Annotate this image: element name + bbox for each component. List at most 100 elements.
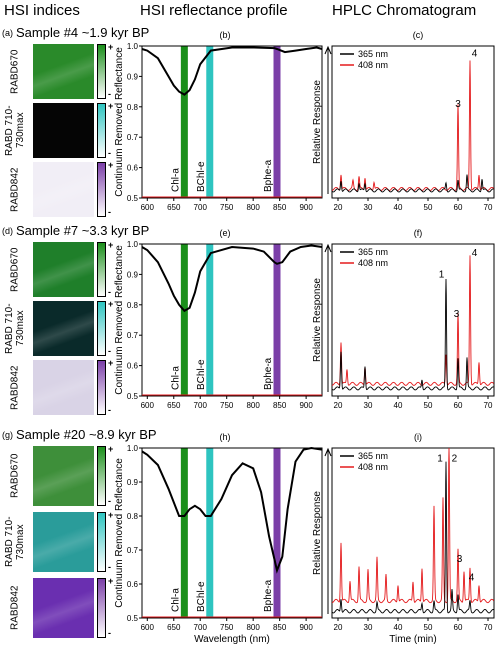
x-tick-label: 600 — [141, 203, 155, 212]
x-tick-label: 40 — [394, 401, 403, 410]
x-tick-label: 70 — [484, 623, 493, 632]
x-axis-label: Time (min) — [389, 634, 436, 645]
y-tick-label: 0.9 — [127, 478, 139, 487]
heatmap-label: RABD 710-730max — [4, 516, 26, 568]
colorbar — [97, 44, 106, 99]
y-tick-label: 0.8 — [127, 301, 139, 310]
band-chl-a — [180, 448, 188, 618]
y-tick-label: 0.7 — [127, 331, 139, 340]
legend-label: 408 nm — [358, 60, 388, 70]
series-line — [331, 255, 495, 386]
x-tick-label: 700 — [194, 203, 208, 212]
x-tick-label: 30 — [364, 623, 373, 632]
legend-label: 408 nm — [358, 258, 388, 268]
colorbar — [97, 162, 106, 217]
x-tick-label: 750 — [220, 203, 234, 212]
y-tick-label: 0.6 — [127, 580, 139, 589]
colorbar-min-marker: - — [108, 89, 111, 99]
x-tick-label: 800 — [246, 203, 260, 212]
y-tick-label: 0.5 — [127, 194, 139, 203]
heatmap-label: RABD670 — [9, 49, 21, 94]
panel-letter: (a) — [2, 28, 13, 38]
y-tick-label: 1.0 — [127, 240, 139, 249]
x-tick-label: 900 — [299, 203, 313, 212]
sample-title: Sample #20 ~8.9 kyr BP — [16, 427, 157, 442]
peak-annotation: 3 — [454, 309, 460, 320]
y-tick-label: 0.7 — [127, 133, 139, 142]
band-bphe-a — [273, 46, 281, 198]
sample-title: Sample #4 ~1.9 kyr BP — [16, 25, 150, 40]
series-line — [332, 447, 495, 604]
colorbar-min-marker: - — [108, 628, 111, 638]
plot-frame — [331, 447, 495, 619]
x-tick-label: 60 — [454, 203, 463, 212]
heatmap-image — [33, 446, 94, 506]
heatmap-label: RABD670 — [9, 247, 21, 292]
x-tick-label: 750 — [220, 401, 234, 410]
y-axis-label: Relative Response — [312, 491, 323, 575]
y-tick-label: 0.5 — [127, 614, 139, 623]
x-tick-label: 30 — [364, 401, 373, 410]
band-label: Bphe-a — [263, 357, 274, 390]
x-tick-label: 60 — [454, 401, 463, 410]
band-label: Chl-a — [170, 168, 181, 192]
peak-annotation: 4 — [472, 49, 478, 60]
legend-label: 408 nm — [358, 462, 388, 472]
colorbar-max-marker: + — [108, 101, 114, 111]
heatmap-image — [33, 103, 94, 158]
heatmap-image — [33, 578, 94, 638]
colorbar — [97, 446, 106, 506]
heatmap-image — [33, 242, 94, 297]
x-tick-label: 650 — [167, 623, 181, 632]
plot-frame — [141, 243, 323, 397]
colorbar — [97, 103, 106, 158]
heatmap-image — [33, 512, 94, 572]
band-bchl-e — [206, 244, 214, 396]
x-tick-label: 850 — [273, 623, 287, 632]
colorbar-min-marker: - — [108, 346, 111, 356]
colorbar — [97, 360, 106, 415]
peak-annotation: 4 — [472, 248, 478, 259]
x-tick-label: 30 — [364, 203, 373, 212]
plot-frame — [331, 45, 495, 199]
colorbar-max-marker: + — [108, 510, 114, 520]
header-hplc: HPLC Chromatogram — [332, 2, 477, 19]
band-chl-a — [180, 46, 188, 198]
y-tick-label: 0.5 — [127, 392, 139, 401]
heatmap-label: RABD842 — [9, 585, 21, 631]
arrow-head — [324, 45, 332, 55]
y-tick-label: 0.8 — [127, 512, 139, 521]
band-label: Bphe-a — [263, 579, 274, 612]
x-tick-label: 800 — [246, 401, 260, 410]
colorbar-min-marker: - — [108, 562, 111, 572]
x-tick-label: 20 — [334, 401, 343, 410]
sample-title: Sample #7 ~3.3 kyr BP — [16, 223, 150, 238]
peak-annotation: 3 — [457, 554, 463, 565]
legend-label: 365 nm — [358, 247, 388, 257]
y-tick-label: 0.6 — [127, 164, 139, 173]
x-tick-label: 20 — [334, 203, 343, 212]
band-label: BChl-e — [196, 161, 207, 192]
y-axis-label: Relative Response — [312, 278, 323, 362]
colorbar — [97, 578, 106, 638]
band-label: BChl-e — [196, 359, 207, 390]
panel-letter: (c) — [413, 30, 424, 40]
band-bphe-a — [273, 448, 281, 618]
x-tick-label: 40 — [394, 623, 403, 632]
peak-annotation: 2 — [452, 454, 458, 465]
y-axis-label: Continuum Removed Reflectance — [114, 245, 125, 395]
colorbar-min-marker: - — [108, 148, 111, 158]
legend-label: 365 nm — [358, 49, 388, 59]
y-axis-label: Continuum Removed Reflectance — [114, 47, 125, 197]
reflectance-chart: (e) Chl-a BChl-e Bphe-a 600 650 700 750 800 850 90… — [114, 228, 323, 410]
y-axis-label: Relative Response — [312, 80, 323, 164]
heatmap-image — [33, 301, 94, 356]
panel-letter: (f) — [414, 228, 423, 238]
panel-letter: (e) — [220, 228, 231, 238]
x-tick-label: 50 — [424, 623, 433, 632]
peak-annotation: 3 — [455, 99, 461, 110]
y-axis-label: Continuum Removed Reflectance — [114, 458, 125, 608]
series-line — [331, 278, 494, 391]
plot-frame — [331, 243, 495, 397]
